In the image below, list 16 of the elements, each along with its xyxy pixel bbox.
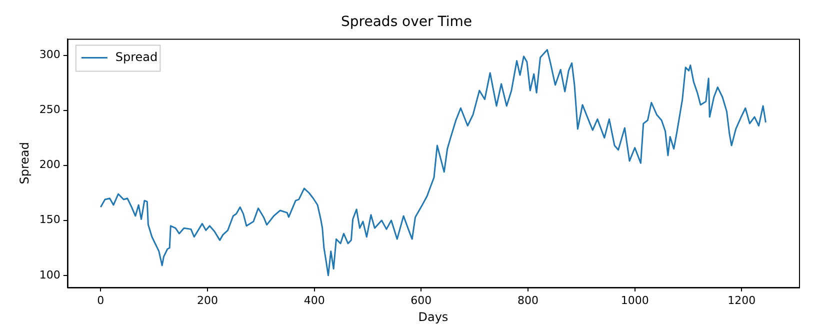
legend-label: Spread — [115, 50, 158, 64]
y-tick-label: 150 — [39, 213, 60, 226]
y-axis-title: Spread — [17, 142, 32, 184]
y-tick-label: 300 — [39, 48, 60, 62]
chart-title: Spreads over Time — [341, 14, 472, 30]
x-axis-title: Days — [418, 310, 448, 324]
y-tick-label: 100 — [39, 268, 60, 282]
x-tick-label: 400 — [304, 294, 325, 307]
x-tick-label: 0 — [97, 294, 104, 307]
x-tick-label: 1200 — [728, 294, 756, 307]
x-tick-label: 600 — [410, 294, 432, 307]
x-tick-label: 200 — [197, 294, 218, 307]
x-tick-label: 800 — [518, 294, 539, 307]
x-tick-label: 1000 — [620, 294, 649, 307]
y-tick-label: 250 — [39, 103, 60, 116]
y-tick-label: 200 — [39, 158, 60, 172]
